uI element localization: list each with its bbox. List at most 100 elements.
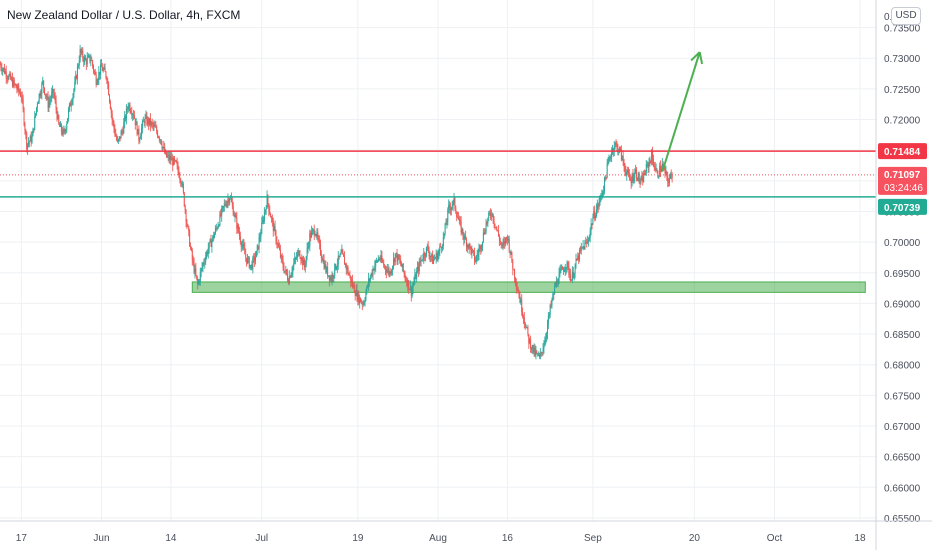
candle-body — [177, 164, 179, 171]
candle-body — [581, 247, 583, 249]
candle-body — [200, 268, 202, 273]
candle-body — [558, 273, 560, 284]
candle-body — [35, 113, 37, 117]
candle-body — [190, 246, 192, 248]
candle-body — [24, 124, 26, 131]
candle-body — [501, 244, 503, 246]
candle-body — [81, 50, 83, 53]
candle-body — [99, 71, 101, 75]
candle-body — [313, 229, 315, 236]
candle-body — [255, 257, 256, 261]
candle-body — [84, 57, 86, 62]
candle-body — [269, 211, 271, 214]
candle-body — [155, 126, 157, 128]
candle-body — [541, 352, 543, 354]
candle-body — [615, 143, 617, 145]
current-price-label: 0.71097 — [884, 170, 921, 181]
candle-body — [474, 260, 476, 262]
candle-body — [4, 71, 6, 74]
candle-body — [448, 204, 450, 210]
candle-body — [637, 173, 639, 181]
candle-body — [533, 347, 535, 353]
candle-body — [182, 184, 183, 186]
candle-body — [154, 125, 156, 127]
candle-body — [340, 253, 342, 255]
candle-body — [299, 255, 301, 259]
candle-body — [481, 246, 483, 250]
candle-body — [452, 200, 454, 206]
candle-body — [648, 161, 650, 168]
candle-body — [141, 121, 143, 129]
candle-body — [578, 255, 580, 260]
price-axis[interactable]: 0.735000.730000.725000.720000.715000.710… — [875, 0, 927, 550]
candle-body — [562, 267, 564, 270]
candle-body — [438, 250, 440, 255]
candle-body — [671, 175, 673, 179]
currency-button[interactable]: USD — [891, 7, 921, 25]
candle-body — [34, 116, 36, 130]
candle-body — [590, 224, 592, 231]
candle-body — [639, 181, 641, 183]
candle-body — [525, 326, 527, 328]
candle-body — [563, 269, 565, 272]
candle-body — [229, 198, 231, 203]
candle-body — [309, 233, 311, 246]
time-axis[interactable]: 17 Jun 14 Jul 19 Aug 16 Sep 20 Oct 18 — [0, 520, 932, 544]
candle-body — [559, 270, 561, 274]
candle-body — [658, 176, 660, 178]
candle-body — [388, 268, 390, 274]
candle-body — [384, 266, 386, 270]
candle-body — [482, 241, 484, 247]
candle-body — [647, 163, 649, 168]
candle-body — [423, 252, 425, 260]
candle-body — [480, 245, 482, 250]
candle-body — [102, 69, 104, 71]
candle-body — [426, 245, 428, 248]
candle-body — [609, 157, 611, 159]
candle-body — [522, 316, 524, 318]
candle-body — [579, 249, 581, 260]
candle-body — [532, 345, 534, 353]
candle-body — [151, 122, 153, 124]
candle-body — [12, 79, 14, 87]
candle-body — [632, 174, 634, 182]
candle-body — [401, 263, 403, 267]
candle-body — [37, 101, 39, 104]
candle-body — [368, 278, 370, 287]
candle-body — [321, 258, 323, 262]
candle-body — [398, 254, 400, 260]
candle-body — [184, 205, 186, 211]
candle-body — [178, 170, 180, 178]
candle-body — [72, 94, 74, 102]
candle-body — [125, 115, 127, 120]
current-price-badge — [878, 166, 927, 195]
candle-body — [188, 226, 190, 232]
candle-body — [431, 254, 433, 257]
candle-body — [205, 256, 207, 263]
candle-body — [642, 176, 644, 183]
candle-body — [14, 83, 16, 85]
candle-body — [654, 167, 656, 171]
candle-body — [522, 311, 524, 317]
candle-body — [198, 280, 200, 285]
candle-body — [604, 177, 606, 179]
candle-body — [308, 245, 310, 247]
candle-body — [466, 244, 468, 248]
candle-body — [140, 135, 142, 139]
candle-body — [89, 55, 91, 62]
candle-body — [144, 117, 146, 124]
candle-body — [610, 157, 612, 159]
candle-body — [441, 246, 443, 249]
chart-title: New Zealand Dollar / U.S. Dollar, 4h, FX… — [7, 8, 241, 22]
candle-body — [0, 64, 1, 66]
candle-body — [164, 146, 166, 154]
candle-body — [482, 232, 484, 242]
candle-body — [298, 250, 300, 256]
candle-body — [246, 257, 248, 264]
candle-body — [42, 80, 44, 84]
candle-body — [118, 136, 120, 140]
candle-body — [270, 213, 272, 218]
candle-body — [95, 74, 97, 85]
